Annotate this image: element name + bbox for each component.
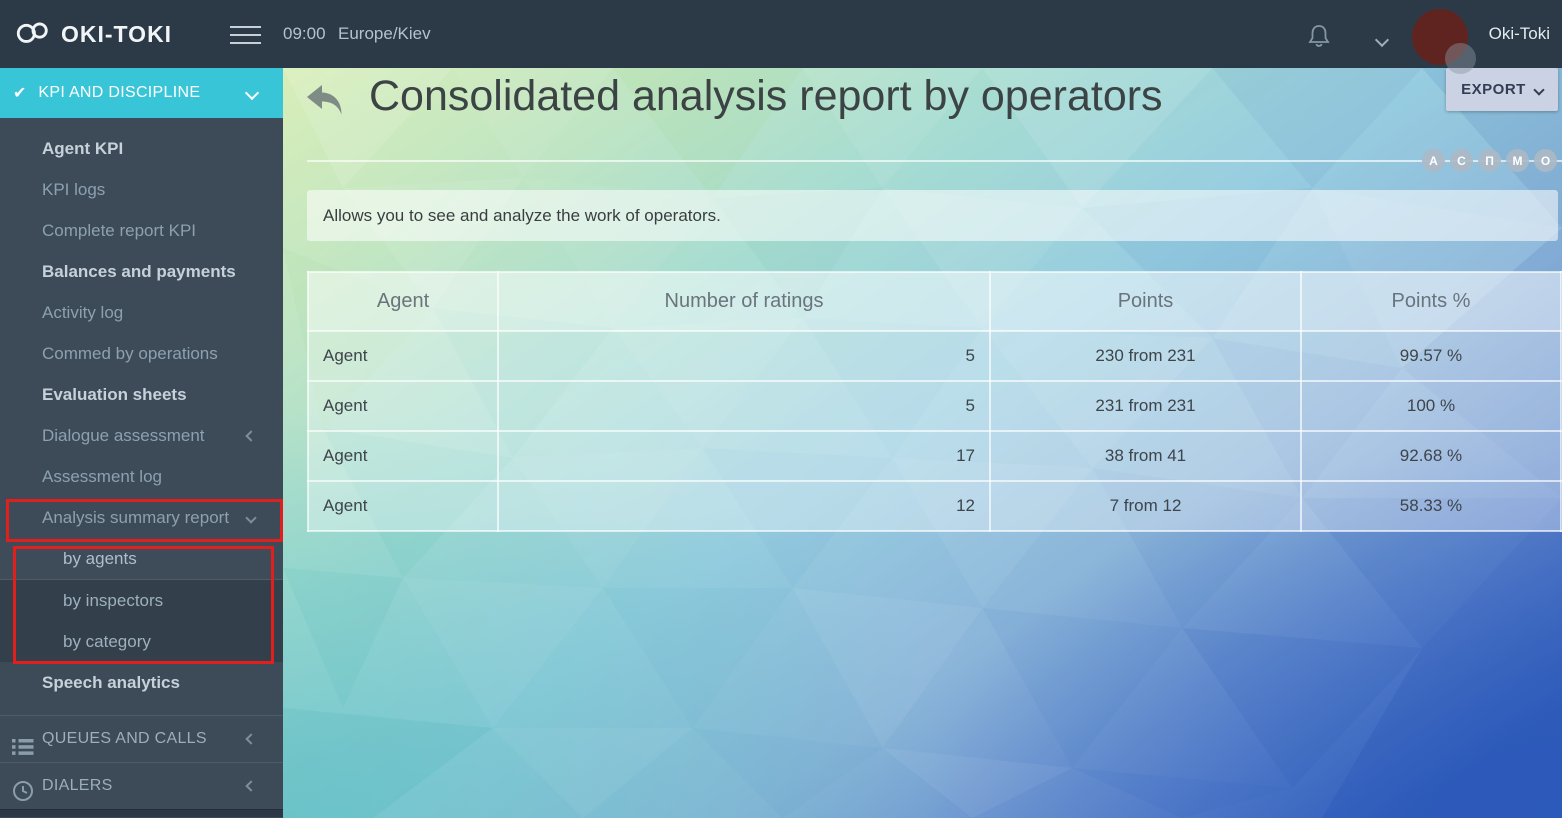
sidebar-subitem-by-category[interactable]: by category <box>63 632 151 651</box>
column-header-agent[interactable]: Agent <box>307 271 499 332</box>
clock-icon <box>12 775 34 818</box>
sidebar: ✔ KPI AND DISCIPLINE Agent KPI KPI logs … <box>0 68 283 818</box>
avatar-status-badge <box>1445 43 1476 74</box>
sidebar-item-activity-log[interactable]: Activity log <box>42 303 124 322</box>
legend-circle-p[interactable]: П <box>1478 149 1501 172</box>
table-header-row: Agent Number of ratings Points Points % <box>307 271 1562 332</box>
info-banner: Allows you to see and analyze the work o… <box>307 190 1558 241</box>
sidebar-item-kpi-logs[interactable]: KPI logs <box>42 180 106 199</box>
legend-circle-m[interactable]: М <box>1506 149 1529 172</box>
analysis-summary-submenu: by agents by inspectors by category <box>0 538 283 662</box>
page-title: Consolidated analysis report by operator… <box>369 72 1163 120</box>
top-bar: OKI-TOKI 09:00 Europe/Kiev Oki-Toki <box>0 0 1562 74</box>
cell-agent: Agent <box>307 380 499 432</box>
cell-points-pct: 92.68 % <box>1300 430 1562 482</box>
cell-agent: Agent <box>307 480 499 532</box>
sidebar-item-dialogue-assessment[interactable]: Dialogue assessment <box>0 415 283 456</box>
table-row: Agent 5 231 from 231 100 % <box>307 380 1562 432</box>
list-icon <box>12 729 34 775</box>
chevron-left-icon <box>245 430 257 442</box>
menu-toggle-icon[interactable] <box>230 26 261 44</box>
cell-agent: Agent <box>307 430 499 482</box>
cell-ratings: 5 <box>497 380 991 432</box>
cloud-logo-icon <box>14 18 52 50</box>
chevron-down-icon <box>244 85 260 101</box>
brand-logo[interactable]: OKI-TOKI <box>14 0 172 68</box>
legend-circle-c[interactable]: С <box>1450 149 1473 172</box>
checkmark-icon: ✔ <box>13 85 27 102</box>
back-arrow-icon[interactable] <box>305 82 347 120</box>
sidebar-item-label: Analysis summary report <box>42 508 230 527</box>
cell-ratings: 5 <box>497 330 991 382</box>
sidebar-subitem-by-agents[interactable]: by agents <box>0 538 283 580</box>
user-menu-chevron-icon[interactable] <box>1374 32 1390 50</box>
sidebar-item-complete-report-kpi[interactable]: Complete report KPI <box>42 221 197 240</box>
sidebar-item-speech-analytics[interactable]: Speech analytics <box>42 673 180 692</box>
chevron-left-icon <box>245 780 257 792</box>
sidebar-item-label: Dialogue assessment <box>42 426 205 445</box>
cell-points: 231 from 231 <box>989 380 1302 432</box>
sidebar-subitem-by-inspectors[interactable]: by inspectors <box>63 591 164 610</box>
export-button[interactable]: EXPORT <box>1446 68 1558 111</box>
avatar[interactable] <box>1412 9 1468 65</box>
cell-points-pct: 100 % <box>1300 380 1562 432</box>
notifications-bell-icon[interactable] <box>1306 22 1332 50</box>
title-divider <box>307 160 1562 162</box>
report-table: Agent Number of ratings Points Points % … <box>307 271 1562 532</box>
export-button-label: EXPORT <box>1461 81 1526 98</box>
brand-name: OKI-TOKI <box>61 20 173 47</box>
sidebar-item-analysis-summary-report[interactable]: Analysis summary report <box>0 497 283 538</box>
chevron-down-icon <box>1533 83 1545 96</box>
sidebar-bottom-sections: QUEUES AND CALLS DIALERS <box>0 715 283 817</box>
main-content: EXPORT Consolidated analysis report by o… <box>283 68 1562 818</box>
table-row: Agent 12 7 from 12 58.33 % <box>307 480 1562 532</box>
legend-circle-o[interactable]: О <box>1534 149 1557 172</box>
column-header-points[interactable]: Points <box>989 271 1302 332</box>
sidebar-footer-strip <box>0 809 283 817</box>
legend-circles: А С П М О <box>1422 149 1557 172</box>
chevron-down-icon <box>245 512 257 524</box>
legend-circle-a[interactable]: А <box>1422 149 1445 172</box>
timezone-label: Europe/Kiev <box>338 24 431 43</box>
cell-ratings: 12 <box>497 480 991 532</box>
sidebar-section-label: QUEUES AND CALLS <box>42 730 207 747</box>
sidebar-nav: Agent KPI KPI logs Complete report KPI B… <box>0 118 283 703</box>
column-header-points-pct[interactable]: Points % <box>1300 271 1562 332</box>
sidebar-item-assessment-log[interactable]: Assessment log <box>42 467 162 486</box>
cell-points: 7 from 12 <box>989 480 1302 532</box>
sidebar-item-balances-and-payments[interactable]: Balances and payments <box>42 262 236 281</box>
cell-points-pct: 58.33 % <box>1300 480 1562 532</box>
sidebar-section-queues-and-calls[interactable]: QUEUES AND CALLS <box>0 715 283 762</box>
sidebar-section-kpi-and-discipline[interactable]: ✔ KPI AND DISCIPLINE <box>0 68 283 118</box>
account-name[interactable]: Oki-Toki <box>1488 24 1550 43</box>
sidebar-section-dialers[interactable]: DIALERS <box>0 762 283 809</box>
cell-points-pct: 99.57 % <box>1300 330 1562 382</box>
column-header-number-of-ratings[interactable]: Number of ratings <box>497 271 991 332</box>
cell-points: 38 from 41 <box>989 430 1302 482</box>
chevron-left-icon <box>245 733 257 745</box>
cell-agent: Agent <box>307 330 499 382</box>
cell-ratings: 17 <box>497 430 991 482</box>
clock-time: 09:00 <box>283 24 326 43</box>
sidebar-section-label: DIALERS <box>42 777 113 794</box>
sidebar-item-evaluation-sheets[interactable]: Evaluation sheets <box>42 385 187 404</box>
cell-points: 230 from 231 <box>989 330 1302 382</box>
table-row: Agent 5 230 from 231 99.57 % <box>307 330 1562 382</box>
sidebar-section-label: KPI AND DISCIPLINE <box>38 84 201 101</box>
sidebar-item-commed-by-operations[interactable]: Commed by operations <box>42 344 218 363</box>
sidebar-item-agent-kpi[interactable]: Agent KPI <box>42 139 124 158</box>
table-row: Agent 17 38 from 41 92.68 % <box>307 430 1562 482</box>
